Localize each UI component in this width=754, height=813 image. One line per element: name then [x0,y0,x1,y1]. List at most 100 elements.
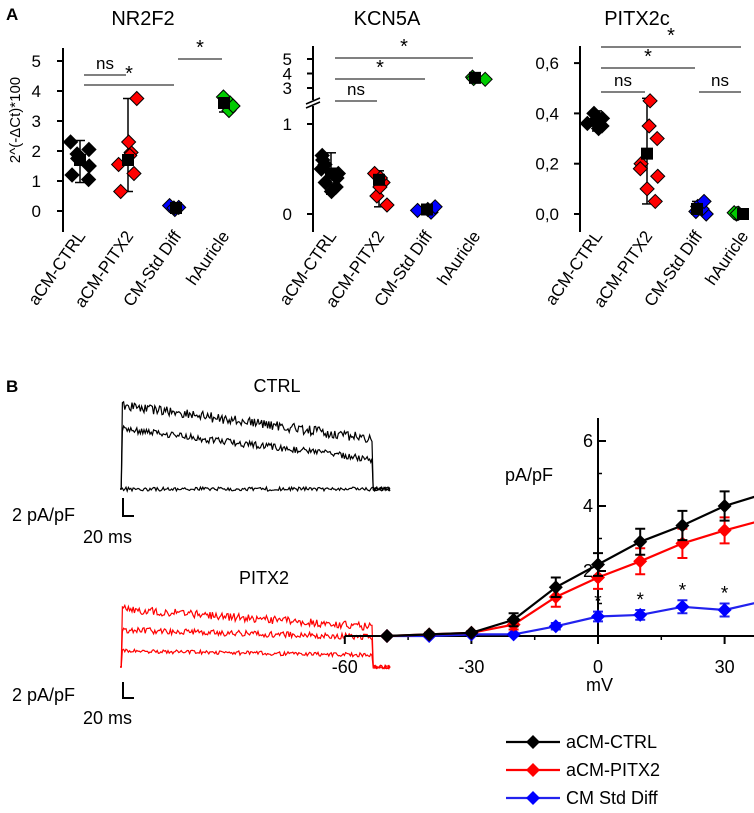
scale-x-label: 20 ms [83,708,132,728]
significance-label: ns [614,71,632,90]
legend-marker [526,735,540,749]
data-point [591,557,605,572]
panel-label-b: B [6,377,18,396]
plot-marks [574,46,749,232]
data-point [112,183,129,200]
y-tick-label: 3 [32,112,41,131]
significance-label: * [721,584,729,605]
data-point [650,168,666,184]
y-tick-labels-upper: 3 4 5 [283,50,292,98]
data-point [647,193,663,210]
significance-label: * [644,46,652,68]
significance-labels: ns * * [96,37,204,85]
data-point [548,580,563,595]
current-trace [120,424,391,493]
mean-marker [641,147,653,160]
data-point [323,183,340,200]
y-tick-label: 2 [32,142,41,161]
data-point [675,518,690,533]
scale-bar [122,682,134,699]
significance-labels: ns * * [347,36,408,99]
significance-label: ns [711,71,729,90]
mean-marker [469,71,481,84]
x-tick-label: -30 [458,657,484,677]
x-tick-label: hAuricle [433,227,484,288]
axis-break-mark [305,97,321,105]
data-point [717,523,732,538]
y-tick-labels: 2 4 6 [583,431,593,581]
legend-marker [526,791,540,805]
data-point [632,161,649,177]
mean-marker [421,203,433,216]
x-axis-label: mV [586,675,613,695]
axis-break [305,100,321,106]
y-tick-label: 4 [32,82,41,101]
data-point [717,499,732,513]
y-tick-label: 5 [283,50,292,69]
mean-marker [74,154,86,166]
data-point [633,554,648,569]
x-tick-label: hAuricle [182,227,233,288]
legend-entry: aCM-CTRL [566,732,657,752]
data-point [422,627,437,642]
chart-title: PITX2c [604,8,670,30]
data-point [81,141,97,158]
significance-label: * [400,36,408,58]
legend: aCM-CTRL aCM-PITX2 CM Std Diff [506,732,660,808]
y-tick-label: 3 [283,79,292,98]
significance-label: * [125,63,133,85]
y-tick-labels-lower: 0 1 [283,115,292,224]
data-point [126,165,142,182]
plot-marks [57,48,241,232]
y-tick-label: 4 [283,65,292,84]
chart-title: NR2F2 [111,8,174,30]
y-tick-label: 6 [583,431,593,451]
current-traces [120,400,391,493]
plot-marks [305,46,493,232]
panel-label-a: A [6,5,18,24]
data-point [649,130,665,147]
mean-marker [691,202,703,215]
significance-labels: * * * * * [594,580,729,612]
x-tick-label: hAuricle [701,227,752,288]
mean-marker [122,154,134,166]
y-tick-label: 0,0 [535,205,559,224]
legend-entry: CM Std Diff [566,788,659,808]
scatter-panel-nr2f2: NR2F2 2^(-ΔCt)*100 0 1 2 3 4 5 aCM-CTRL … [7,8,241,311]
data-point [464,625,479,640]
legend-entry: aCM-PITX2 [566,760,660,780]
data-point [379,197,395,213]
y-tick-label: 5 [32,52,41,71]
x-tick-labels: aCM-CTRL aCM-PITX2 CM-Std Diff hAuricle [24,227,233,311]
y-tick-label: 0,6 [535,54,559,73]
axis-break-mark [305,101,321,109]
data-point [633,534,648,549]
scale-x-label: 20 ms [83,527,132,547]
y-tick-labels: 0,0 0,2 0,4 0,6 [535,54,559,224]
series-line [386,521,754,638]
significance-label: * [679,580,687,601]
series-line [386,495,754,638]
data-point [675,599,690,614]
data-point [506,627,521,642]
trace-panel-pitx2: PITX2 2 pA/pF 20 ms [12,568,391,728]
data-point [129,90,145,107]
scale-y-label: 2 pA/pF [12,505,75,525]
significance-label: * [667,25,675,47]
data-point [64,167,80,183]
series-line [387,602,754,638]
data-point [633,607,648,622]
data-point [548,619,563,634]
y-tick-label: 0 [283,205,292,224]
x-tick-label: 0 [593,657,603,677]
significance-label: ns [347,80,365,99]
mean-marker [170,202,182,214]
current-trace [120,647,391,670]
data-point [641,118,657,134]
trace-title: CTRL [253,376,300,396]
data-point [591,570,605,585]
plot-marks [343,418,754,644]
y-tick-label: 1 [283,115,292,134]
data-point [80,171,97,188]
